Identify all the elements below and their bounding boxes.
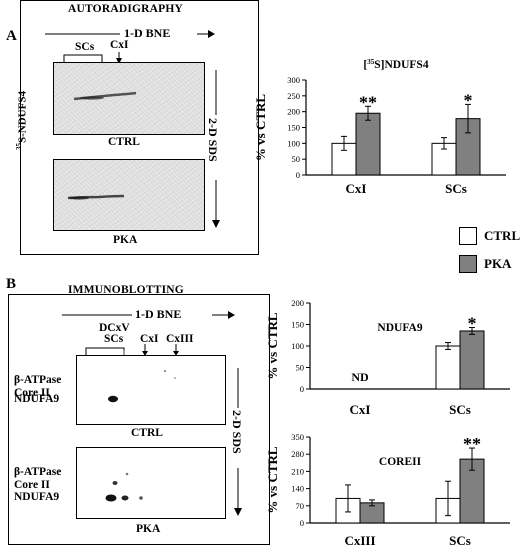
chart-coreii: 0 70 140 210 280 350 % vs CTRL COREII CxIII SCs ** <box>265 432 510 548</box>
panel-b-title: IMMUNOBLOTTING <box>68 284 184 296</box>
y-tick-label: 150 <box>287 123 300 133</box>
panel-a-title: AUTORADIGRAPHY <box>68 3 184 15</box>
panel-b-ctrl-spots <box>108 369 176 403</box>
panel-b-sds-label: 2-D SDS <box>230 410 244 454</box>
panel-a-bne-label: 1-D BNE <box>124 26 171 40</box>
y-tick-label: 210 <box>291 466 304 476</box>
panel-a-letter: A <box>6 28 17 44</box>
panel-b-cxi-label: CxI <box>140 333 159 345</box>
significance-marker: * <box>464 90 473 110</box>
y-tick-label: 100 <box>287 138 300 148</box>
x-category-label: SCs <box>449 533 471 548</box>
panel-b-ctrl-row-batpase: β-ATPase <box>14 374 62 386</box>
panel-b-pka-spots <box>105 472 143 502</box>
y-tick-label: 200 <box>291 298 304 308</box>
chart-title: NDUFA9 <box>377 322 422 334</box>
y-tick-label: 50 <box>296 363 305 373</box>
y-tick-label: 280 <box>291 449 304 459</box>
panel-b-pka-blot <box>76 447 226 519</box>
panel-a-frame <box>20 0 259 255</box>
panel-b-frame <box>8 294 270 545</box>
chart-ndufa9: 0 50 100 150 200 % vs CTRL NDUFA9 CxI ND SCs * <box>265 298 510 417</box>
panel-b-dcxv-label: DCxV <box>99 322 130 334</box>
y-axis-label: % vs CTRL <box>253 94 268 162</box>
y-tick-label: 140 <box>291 484 304 494</box>
y-axis-label: % vs CTRL <box>265 312 280 380</box>
panel-b-ctrl-row-coreii: Core II <box>14 387 50 399</box>
y-tick-label: 350 <box>291 432 304 442</box>
x-category-label: CxI <box>350 402 371 417</box>
significance-marker: ** <box>359 92 377 112</box>
panel-a-scs-bracket <box>63 52 122 64</box>
y-tick-label: 70 <box>296 501 305 511</box>
panel-b-ctrl-rows: β-ATPase Core II <box>14 374 61 400</box>
x-category-label: SCs <box>449 402 471 417</box>
panel-a-ctrl-band <box>73 91 137 101</box>
legend-ctrl-label: CTRL <box>484 228 521 243</box>
chart-title: [35S]NDUFS4 <box>363 58 428 71</box>
panel-a-ctrl-blot <box>53 62 205 135</box>
y-tick-label: 0 <box>296 170 300 180</box>
panel-a-bne-arrow <box>45 30 215 38</box>
panel-b-cxiii-label: CxIII <box>166 333 194 345</box>
x-category-label: CxIII <box>344 533 375 548</box>
bar-ctrl-scs <box>435 345 461 390</box>
panel-a-sds-arrow <box>212 70 220 228</box>
panel-a-sds-label: 2-D SDS <box>206 118 220 162</box>
panel-b-ctrl-blot <box>76 355 226 425</box>
panel-b-pka-rows: β-ATPase Core II <box>14 466 61 492</box>
panel-a-pka-band <box>67 194 125 200</box>
panel-b-bne-label: 1-D BNE <box>135 307 182 321</box>
panel-a-pka-blot <box>53 159 205 231</box>
chart-ndufs4: 0 50 100 150 200 250 300 % vs CTRL [35S]NDUFS4 Cx… <box>253 58 506 196</box>
y-tick-label: 0 <box>300 518 304 528</box>
category-note: ND <box>351 370 369 384</box>
panel-b-pka-caption: PKA <box>136 523 161 535</box>
x-category-label: SCs <box>445 181 467 196</box>
panel-b-letter: B <box>6 276 17 292</box>
y-tick-label: 250 <box>287 91 300 101</box>
panel-b-bne-arrow <box>62 311 235 319</box>
legend-ctrl-swatch <box>459 227 477 245</box>
y-tick-label: 200 <box>287 107 300 117</box>
panel-b-pka-row-ndufa9: NDUFA9 <box>14 491 60 503</box>
y-tick-label: 50 <box>292 154 301 164</box>
panel-b-ctrl-caption: CTRL <box>131 427 163 439</box>
panel-b-ctrl-row-ndufa9: NDUFA9 <box>14 393 60 405</box>
legend-pka-swatch <box>459 255 477 273</box>
y-tick-label: 300 <box>287 75 300 85</box>
y-axis-label: % vs CTRL <box>265 446 280 514</box>
panel-b-pka-row-batpase: β-ATPase <box>14 466 62 478</box>
panel-a-ctrl-caption: CTRL <box>108 136 140 148</box>
legend-pka-label: PKA <box>484 256 512 271</box>
panel-a-scs-label: SCs <box>75 41 95 53</box>
panel-a-cxi-label: CxI <box>110 39 129 51</box>
panel-b-sds-arrow <box>234 368 242 516</box>
panel-b-pka-row-coreii: Core II <box>14 479 50 491</box>
y-tick-label: 100 <box>291 341 304 351</box>
bar-pka-cxi <box>355 112 381 176</box>
y-tick-label: 150 <box>291 320 304 330</box>
chart-title: COREII <box>379 456 422 468</box>
panel-a-probe-label: 35S-NDUFS4 <box>15 91 29 150</box>
y-tick-label: 0 <box>300 384 304 394</box>
bar-pka-scs <box>459 330 485 390</box>
significance-marker: * <box>468 314 477 334</box>
panel-a-pka-caption: PKA <box>113 234 138 246</box>
significance-marker: ** <box>463 434 481 454</box>
x-category-label: CxI <box>346 181 367 196</box>
panel-b-scs-label: SCs <box>104 333 124 345</box>
